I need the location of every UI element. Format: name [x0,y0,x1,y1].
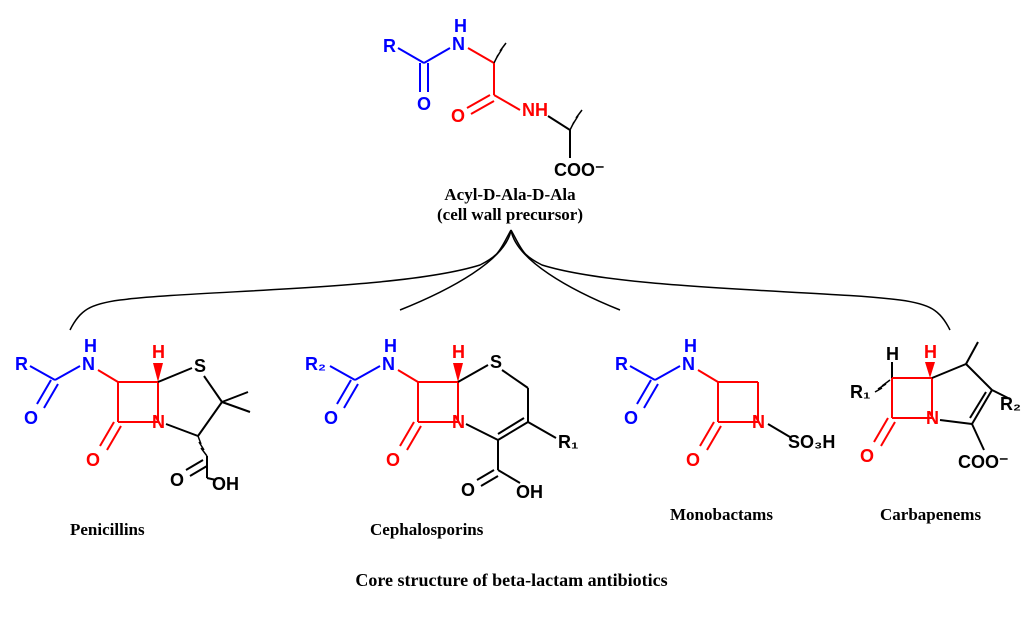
svg-text:OH: OH [212,474,239,494]
svg-text:R: R [615,354,628,374]
svg-text:H: H [384,336,397,356]
precursor-name-line1: Acyl-D-Ala-D-Ala [390,185,630,205]
precursor-structure: R O N H O NH COO⁻ [383,16,605,180]
svg-text:OH: OH [516,482,543,502]
svg-text:O: O [686,450,700,470]
svg-text:COO⁻: COO⁻ [554,160,605,180]
precursor-name-line2: (cell wall precursor) [390,205,630,225]
carbapenem-structure: R₁ H H O N R₂ COO⁻ [850,342,1021,472]
figure-title: Core structure of beta-lactam antibiotic… [0,570,1023,591]
svg-text:N: N [382,354,395,374]
svg-text:H: H [152,342,165,362]
svg-text:H: H [924,342,937,362]
svg-text:N: N [752,412,765,432]
svg-text:O: O [86,450,100,470]
svg-text:O: O [451,106,465,126]
label-monobactams: Monobactams [670,505,773,525]
svg-text:O: O [170,470,184,490]
svg-text:N: N [926,408,939,428]
svg-text:N: N [152,412,165,432]
svg-text:N: N [452,34,465,54]
svg-text:SO₃H: SO₃H [788,432,835,452]
svg-text:O: O [624,408,638,428]
label-penicillins: Penicillins [70,520,145,540]
svg-text:O: O [417,94,431,114]
svg-text:O: O [24,408,38,428]
monobactam-structure: R O N H O N SO₃H [615,336,835,470]
svg-text:H: H [452,342,465,362]
svg-text:N: N [682,354,695,374]
svg-text:R₂: R₂ [305,354,326,374]
cephalosporin-structure: R₂ O N H O N H S R₁ O OH [305,336,578,502]
svg-text:H: H [684,336,697,356]
svg-text:O: O [324,408,338,428]
svg-text:COO⁻: COO⁻ [958,452,1009,472]
svg-text:NH: NH [522,100,548,120]
svg-text:S: S [194,356,206,376]
svg-text:O: O [461,480,475,500]
svg-text:H: H [886,344,899,364]
svg-text:R: R [15,354,28,374]
svg-text:R₁: R₁ [558,432,578,452]
svg-text:O: O [386,450,400,470]
svg-text:R₂: R₂ [1000,394,1021,414]
svg-text:N: N [452,412,465,432]
svg-text:R: R [383,36,396,56]
penicillin-structure: R O N H O N H S [15,336,250,494]
label-carbapenems: Carbapenems [880,505,981,525]
svg-text:H: H [454,16,467,36]
connector-brace [70,230,950,330]
figure-canvas: R O N H O NH COO⁻ [0,0,1023,617]
svg-text:N: N [82,354,95,374]
svg-text:R₁: R₁ [850,382,870,402]
label-cephalosporins: Cephalosporins [370,520,483,540]
svg-text:S: S [490,352,502,372]
svg-text:H: H [84,336,97,356]
svg-text:O: O [860,446,874,466]
